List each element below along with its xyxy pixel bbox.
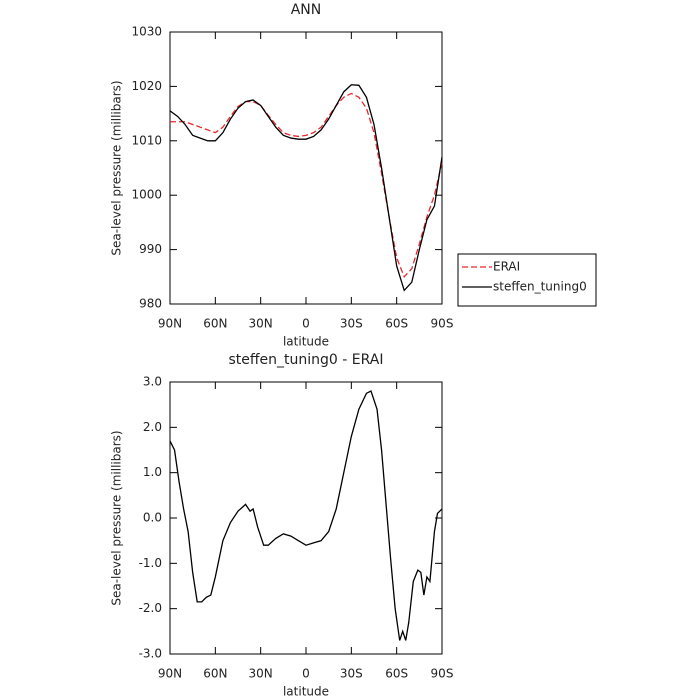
x-tick-label: 60S xyxy=(385,317,408,331)
y-tick-label: -3.0 xyxy=(139,647,162,661)
x-tick-label: 0 xyxy=(302,317,310,331)
plot-frame xyxy=(169,381,443,655)
x-axis-label: latitude xyxy=(283,685,329,699)
legend-label: ERAI xyxy=(493,260,520,274)
series-line xyxy=(170,92,443,278)
x-tick-label: 90N xyxy=(158,667,182,681)
x-axis-label: latitude xyxy=(283,335,329,349)
x-tick-label: 30N xyxy=(249,317,273,331)
y-tick-label: 980 xyxy=(139,297,162,311)
chart-title: steffen_tuning0 - ERAI xyxy=(229,352,384,368)
x-tick-label: 30S xyxy=(340,317,363,331)
y-tick-label: 2.0 xyxy=(143,420,162,434)
x-tick-label: 30S xyxy=(340,667,363,681)
chart-title: ANN xyxy=(291,2,322,18)
plot-frame xyxy=(169,31,443,305)
x-tick-label: 0 xyxy=(302,667,310,681)
x-tick-label: 90S xyxy=(431,667,454,681)
y-tick-label: 1030 xyxy=(131,25,162,39)
y-tick-label: 1000 xyxy=(131,188,162,202)
x-tick-label: 90N xyxy=(158,317,182,331)
y-tick-label: -2.0 xyxy=(139,601,162,615)
x-tick-label: 30N xyxy=(249,667,273,681)
y-tick-label: -1.0 xyxy=(139,556,162,570)
x-tick-label: 60N xyxy=(203,317,227,331)
y-tick-label: 990 xyxy=(139,242,162,256)
x-tick-label: 60N xyxy=(203,667,227,681)
y-axis-label: Sea-level pressure (millibars) xyxy=(110,430,124,605)
y-axis-label: Sea-level pressure (millibars) xyxy=(110,80,124,255)
series-line xyxy=(169,84,443,292)
y-tick-label: 3.0 xyxy=(143,375,162,389)
legend-box xyxy=(457,253,597,307)
y-tick-label: 0.0 xyxy=(143,511,162,525)
x-tick-label: 60S xyxy=(385,667,408,681)
x-tick-label: 90S xyxy=(431,317,454,331)
series-line xyxy=(169,390,443,641)
y-tick-label: 1.0 xyxy=(143,465,162,479)
y-tick-label: 1010 xyxy=(131,133,162,147)
legend-label: steffen_tuning0 xyxy=(493,280,587,294)
y-tick-label: 1020 xyxy=(131,79,162,93)
